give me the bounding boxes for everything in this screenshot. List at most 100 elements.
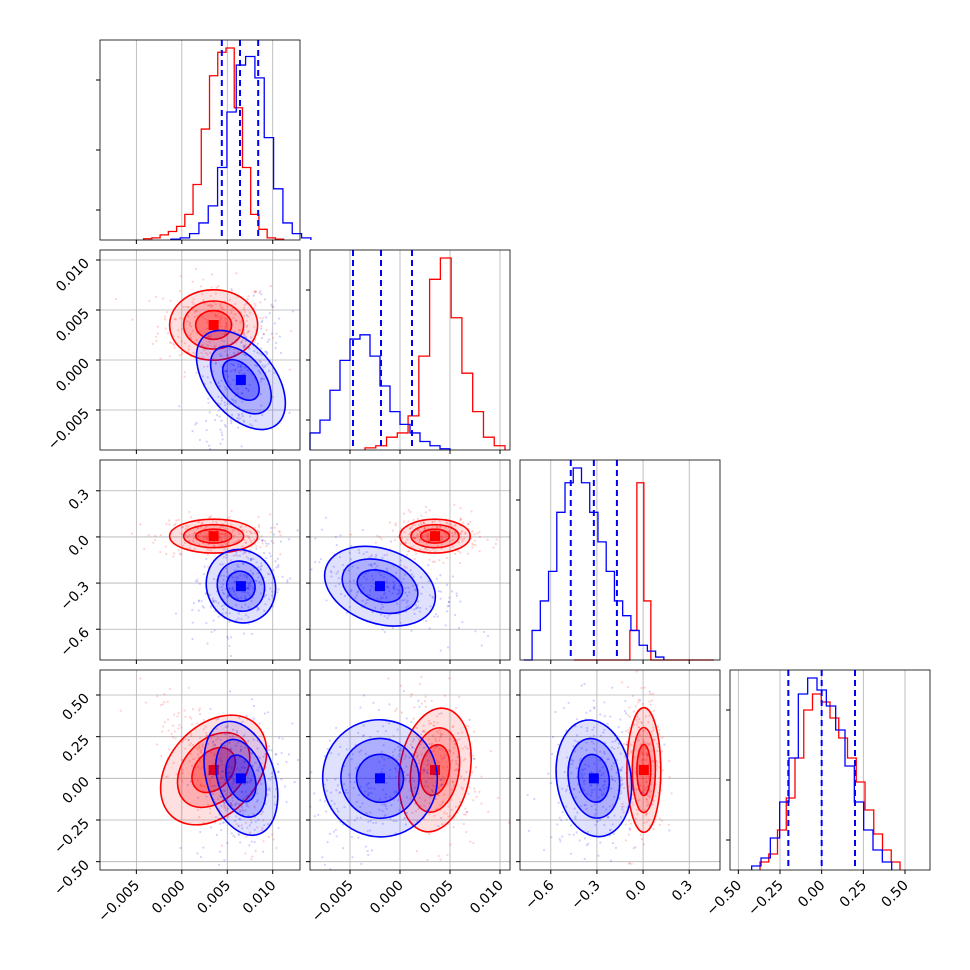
sample-point xyxy=(378,797,382,801)
sample-point xyxy=(428,742,431,746)
sample-point xyxy=(205,557,208,561)
sample-point xyxy=(239,341,243,344)
sample-point xyxy=(325,599,328,602)
sample-point xyxy=(170,732,173,736)
sample-point xyxy=(217,863,221,866)
sample-point xyxy=(234,369,237,372)
sample-point xyxy=(200,600,203,603)
sample-point xyxy=(199,855,203,859)
sample-point xyxy=(181,352,184,355)
sample-point xyxy=(438,712,441,716)
sample-point xyxy=(202,375,205,378)
sample-point xyxy=(267,748,271,751)
sample-point xyxy=(259,568,262,571)
sample-point xyxy=(269,587,272,590)
sample-point xyxy=(593,815,596,818)
sample-point xyxy=(244,790,247,793)
sample-point xyxy=(461,787,465,790)
sample-point xyxy=(291,310,295,313)
sample-point xyxy=(642,753,645,756)
sample-point xyxy=(621,681,624,684)
sample-point xyxy=(250,790,253,793)
sample-point xyxy=(574,796,577,799)
sample-point xyxy=(472,757,475,760)
sample-point xyxy=(629,822,633,825)
sample-point xyxy=(252,704,256,708)
sample-point xyxy=(458,695,461,699)
sample-point xyxy=(206,321,209,324)
sample-point xyxy=(472,799,475,802)
sample-point xyxy=(159,357,162,360)
sample-point xyxy=(558,816,561,819)
sample-point xyxy=(245,587,248,590)
sample-point xyxy=(391,529,394,532)
sample-point xyxy=(637,698,640,701)
sample-point xyxy=(367,782,370,785)
sample-point xyxy=(214,784,217,787)
sample-point xyxy=(180,779,184,783)
sample-point xyxy=(202,278,205,281)
sample-point xyxy=(603,779,606,783)
sample-point xyxy=(251,587,255,590)
sample-point xyxy=(222,555,225,559)
sample-point xyxy=(417,761,421,765)
sample-point xyxy=(416,534,419,537)
sample-point xyxy=(235,551,238,554)
sample-point xyxy=(542,848,546,852)
sample-point xyxy=(394,775,398,778)
sample-point xyxy=(441,823,444,826)
sample-point xyxy=(459,551,462,554)
sample-point xyxy=(587,765,590,768)
sample-point xyxy=(405,812,409,815)
sample-point xyxy=(425,607,428,610)
sample-point xyxy=(224,534,227,537)
sample-point xyxy=(256,351,259,354)
sample-point xyxy=(602,805,605,808)
sample-point xyxy=(204,419,208,422)
sample-point xyxy=(473,533,476,536)
sample-point xyxy=(266,788,270,791)
sample-point xyxy=(412,575,415,578)
y-tick-label: −0.6 xyxy=(57,625,92,660)
sample-point xyxy=(188,321,192,325)
sample-point xyxy=(440,816,443,820)
sample-point xyxy=(208,447,212,451)
sample-point xyxy=(227,547,230,550)
sample-point xyxy=(159,534,162,537)
sample-point xyxy=(235,338,238,341)
sample-point xyxy=(475,766,478,769)
sample-point xyxy=(374,567,377,570)
sample-point xyxy=(260,377,263,381)
sample-point xyxy=(235,540,238,544)
sample-point xyxy=(194,423,197,426)
sample-point xyxy=(561,811,564,814)
sample-point xyxy=(533,798,536,801)
sample-point xyxy=(367,598,370,601)
sample-point xyxy=(648,690,651,693)
sample-point xyxy=(242,797,245,800)
sample-point xyxy=(454,532,457,535)
sample-point xyxy=(380,755,384,759)
sample-point xyxy=(383,592,386,595)
sample-point xyxy=(207,397,210,400)
sample-point xyxy=(368,791,371,795)
sample-point xyxy=(269,555,272,558)
sample-point xyxy=(388,590,391,593)
sample-point xyxy=(445,812,448,815)
sample-point xyxy=(199,767,202,770)
sample-point xyxy=(420,523,423,526)
sample-point xyxy=(223,744,226,747)
sample-point xyxy=(585,726,589,730)
density-peak-red xyxy=(208,765,219,775)
sample-point xyxy=(187,524,190,528)
sample-point xyxy=(240,765,243,769)
sample-point xyxy=(254,419,257,422)
sample-point xyxy=(330,571,333,574)
sample-point xyxy=(628,862,631,865)
sample-point xyxy=(271,336,275,339)
sample-point xyxy=(583,682,586,685)
sample-point xyxy=(369,819,372,823)
sample-point xyxy=(448,531,451,534)
sample-point xyxy=(257,581,261,584)
sample-point xyxy=(459,600,462,603)
